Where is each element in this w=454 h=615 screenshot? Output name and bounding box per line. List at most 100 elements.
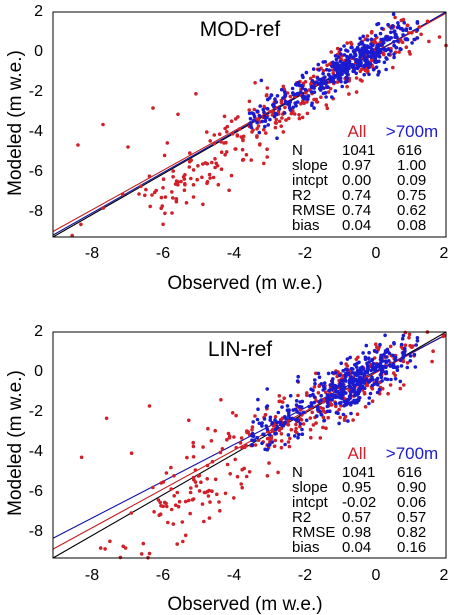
point-all: [188, 151, 192, 155]
point-high: [398, 358, 403, 363]
point-high: [315, 76, 320, 80]
point-high: [312, 106, 316, 110]
point-all: [265, 147, 269, 151]
point-high: [324, 80, 329, 85]
point-all: [152, 190, 157, 195]
point-high: [251, 420, 255, 424]
point-all: [207, 172, 212, 177]
point-all: [397, 50, 401, 54]
stats-value-high: 1.00: [397, 157, 426, 174]
point-high: [350, 65, 355, 69]
point-high: [348, 53, 353, 57]
point-high: [399, 47, 403, 52]
point-high: [394, 32, 398, 37]
point-high: [341, 65, 346, 69]
point-all: [330, 68, 335, 72]
point-high: [413, 365, 418, 369]
point-high: [367, 356, 371, 361]
point-high: [383, 359, 388, 363]
point-all: [205, 477, 209, 481]
point-all: [169, 507, 174, 512]
point-high: [278, 422, 283, 427]
point-all: [161, 177, 166, 181]
point-all: [225, 438, 229, 442]
point-high: [322, 381, 327, 385]
point-all: [226, 431, 231, 436]
point-high: [345, 49, 350, 53]
point-high: [294, 104, 298, 108]
point-high: [271, 103, 275, 107]
point-high: [323, 60, 328, 64]
point-all: [277, 394, 282, 398]
point-high: [378, 357, 383, 362]
point-high: [367, 72, 371, 77]
point-high: [377, 69, 381, 74]
stats-value-high: 0.16: [397, 539, 426, 556]
point-all: [207, 516, 212, 520]
point-all: [162, 153, 167, 158]
point-high: [381, 37, 386, 42]
plot-frame: [52, 11, 447, 238]
point-high: [262, 417, 267, 421]
point-all: [187, 418, 191, 423]
point-all: [171, 196, 175, 200]
point-all: [325, 106, 330, 111]
point-high: [304, 70, 309, 75]
point-high: [395, 39, 400, 43]
point-high: [281, 423, 286, 428]
point-high: [401, 333, 406, 338]
point-high: [265, 404, 270, 408]
point-all: [431, 349, 435, 354]
point-all: [183, 533, 188, 538]
stats-value-all: 0.00: [342, 172, 371, 189]
point-all: [253, 81, 257, 85]
point-all: [265, 86, 270, 90]
point-all: [118, 555, 123, 560]
point-high: [392, 43, 396, 48]
point-all: [437, 35, 442, 39]
point-all: [238, 441, 243, 445]
point-all: [326, 90, 331, 94]
point-all: [201, 202, 205, 207]
point-all: [205, 130, 209, 134]
point-high: [280, 405, 284, 409]
point-high: [357, 372, 362, 376]
point-high: [365, 58, 369, 62]
point-high: [344, 70, 348, 75]
point-high: [362, 380, 366, 384]
point-all: [334, 404, 338, 409]
point-all: [278, 399, 282, 404]
point-high: [399, 364, 404, 368]
point-all: [365, 383, 370, 388]
point-all: [402, 383, 406, 387]
point-high: [266, 443, 271, 448]
point-high: [347, 371, 351, 376]
point-all: [408, 343, 412, 348]
point-all: [150, 193, 154, 197]
point-all: [229, 173, 234, 178]
point-all: [273, 125, 278, 130]
point-all: [363, 405, 368, 409]
point-all: [293, 429, 298, 434]
point-high: [296, 374, 301, 379]
point-all: [233, 147, 237, 151]
point-all: [172, 494, 176, 498]
point-high: [349, 411, 353, 416]
point-all: [225, 130, 229, 134]
point-high: [358, 384, 363, 389]
point-all: [300, 115, 305, 120]
point-high: [342, 44, 346, 48]
point-all: [302, 101, 306, 105]
point-high: [415, 336, 420, 340]
point-all: [196, 474, 201, 478]
point-high: [333, 54, 338, 58]
point-all: [203, 490, 208, 495]
point-high: [291, 408, 296, 412]
point-high: [376, 46, 381, 50]
point-high: [378, 31, 383, 36]
point-high: [307, 404, 311, 409]
point-all: [208, 139, 212, 143]
point-all: [230, 132, 235, 136]
title-box: [189, 14, 291, 42]
point-high: [321, 388, 326, 392]
